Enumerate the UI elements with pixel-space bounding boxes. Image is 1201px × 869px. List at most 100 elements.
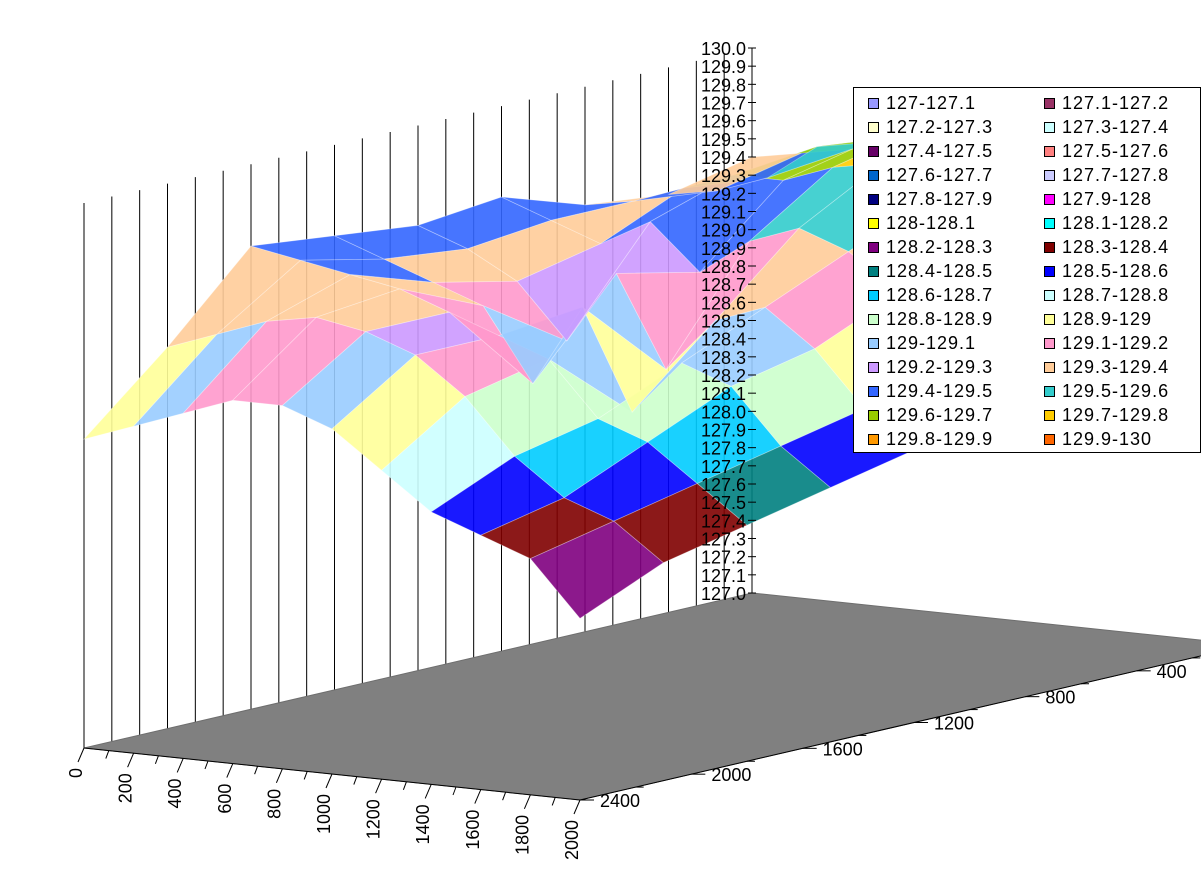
legend-swatch (1044, 337, 1055, 349)
z-tick-label: 128.8 (701, 257, 746, 277)
legend-item: 128.6-128.7 (868, 284, 993, 306)
legend-item: 128.9-129 (1044, 308, 1152, 330)
legend-swatch (1044, 361, 1055, 373)
legend-swatch (868, 97, 879, 109)
z-tick-label: 129.8 (701, 75, 746, 95)
legend-label: 127.2-127.3 (886, 116, 994, 137)
x-tick-label: 600 (215, 784, 235, 814)
legend-swatch (1044, 121, 1055, 133)
legend-item: 127.5-127.6 (1044, 140, 1169, 162)
x-tick-label: 1400 (413, 804, 433, 844)
legend-item: 129-129.1 (868, 332, 976, 354)
legend-label: 127.5-127.6 (1062, 140, 1170, 161)
legend-item: 129.2-129.3 (868, 356, 993, 378)
legend-label: 127.7-127.8 (1062, 164, 1170, 185)
legend-item: 129.7-129.8 (1044, 404, 1169, 426)
y-tick-label: 1200 (934, 714, 974, 734)
z-tick-label: 127.7 (701, 457, 746, 477)
x-tick (424, 784, 432, 799)
z-tick-label: 127.6 (701, 475, 746, 495)
z-axis: 127.0127.1127.2127.3127.4127.5127.6127.7… (701, 39, 756, 604)
legend-item: 127.8-127.9 (868, 188, 993, 210)
z-tick-label: 128.1 (701, 384, 746, 404)
x-minor-tick (254, 766, 259, 775)
y-tick-label: 800 (1045, 688, 1075, 708)
legend-item: 127.1-127.2 (1044, 92, 1169, 114)
legend-item: 128.3-128.4 (1044, 236, 1169, 258)
legend-item: 129.6-129.7 (868, 404, 993, 426)
legend-swatch (1044, 97, 1055, 109)
legend-swatch (1044, 409, 1055, 421)
legend-label: 129.9-130 (1062, 428, 1153, 449)
z-tick-label: 127.9 (701, 421, 746, 441)
legend-swatch (868, 121, 879, 133)
legend-label: 129.6-129.7 (886, 404, 994, 425)
legend-swatch (1044, 145, 1055, 157)
legend-swatch (1044, 193, 1055, 205)
legend-item: 129.9-130 (1044, 428, 1152, 450)
legend-label: 128-128.1 (886, 212, 977, 233)
legend-label: 127.3-127.4 (1062, 116, 1170, 137)
z-tick-label: 129.1 (701, 203, 746, 223)
legend-swatch (868, 313, 879, 325)
legend-label: 128.9-129 (1062, 308, 1153, 329)
legend-swatch (868, 433, 879, 445)
x-tick (523, 794, 531, 809)
z-tick-label: 127.8 (701, 439, 746, 459)
legend-item: 127-127.1 (868, 92, 976, 114)
x-minor-tick (154, 755, 159, 764)
legend-item: 128.2-128.3 (868, 236, 993, 258)
z-tick-label: 127.3 (701, 530, 746, 550)
legend-item: 129.8-129.9 (868, 428, 993, 450)
x-tick (77, 747, 85, 763)
chart-legend: 127-127.1 127.1-127.2 127.2-127.3 127.3-127… (853, 87, 1201, 453)
z-tick-label: 127.5 (701, 493, 746, 513)
x-minor-tick (303, 771, 308, 780)
legend-label: 128.5-128.6 (1062, 260, 1170, 281)
legend-item: 128.7-128.8 (1044, 284, 1169, 306)
x-minor-tick (353, 776, 358, 785)
x-tick (226, 763, 234, 778)
legend-label: 129.1-129.2 (1062, 332, 1170, 353)
legend-label: 127.8-127.9 (886, 188, 994, 209)
legend-label: 128.3-128.4 (1062, 236, 1170, 257)
x-tick (325, 773, 333, 789)
legend-swatch (868, 385, 879, 397)
x-tick (275, 768, 283, 783)
legend-item: 128-128.1 (868, 212, 976, 234)
legend-item: 129.4-129.5 (868, 380, 993, 402)
legend-swatch (868, 193, 879, 205)
x-tick-label: 1800 (512, 815, 532, 855)
z-tick-label: 128.2 (701, 366, 746, 386)
x-tick (375, 779, 383, 794)
legend-swatch (868, 145, 879, 157)
legend-label: 127.6-127.7 (886, 164, 994, 185)
y-tick-label: 400 (1157, 662, 1187, 682)
legend-label: 128.2-128.3 (886, 236, 994, 257)
z-tick-label: 128.4 (701, 330, 746, 350)
legend-label: 128.4-128.5 (886, 260, 994, 281)
x-minor-tick (204, 760, 209, 770)
legend-swatch (1044, 385, 1055, 397)
legend-label: 127-127.1 (886, 92, 977, 113)
x-tick-label: 400 (165, 778, 185, 808)
legend-label: 129.8-129.9 (886, 428, 994, 449)
x-minor-tick (452, 786, 457, 796)
x-tick (474, 789, 482, 804)
legend-item: 128.4-128.5 (868, 260, 993, 282)
z-tick-label: 129.4 (701, 148, 746, 168)
x-minor-tick (402, 781, 407, 790)
legend-label: 128.1-128.2 (1062, 212, 1170, 233)
legend-swatch (868, 241, 879, 253)
x-minor-tick (105, 750, 110, 759)
z-tick-label: 129.9 (701, 57, 746, 77)
x-tick-label: 1000 (314, 794, 334, 834)
legend-swatch (868, 361, 879, 373)
z-tick-label: 129.0 (701, 221, 746, 241)
legend-label: 128.6-128.7 (886, 284, 994, 305)
z-tick-label: 127.0 (701, 584, 746, 604)
x-tick-label: 1600 (463, 810, 483, 850)
y-tick-label: 1600 (823, 739, 863, 759)
legend-item: 127.6-127.7 (868, 164, 993, 186)
legend-label: 127.9-128 (1062, 188, 1153, 209)
